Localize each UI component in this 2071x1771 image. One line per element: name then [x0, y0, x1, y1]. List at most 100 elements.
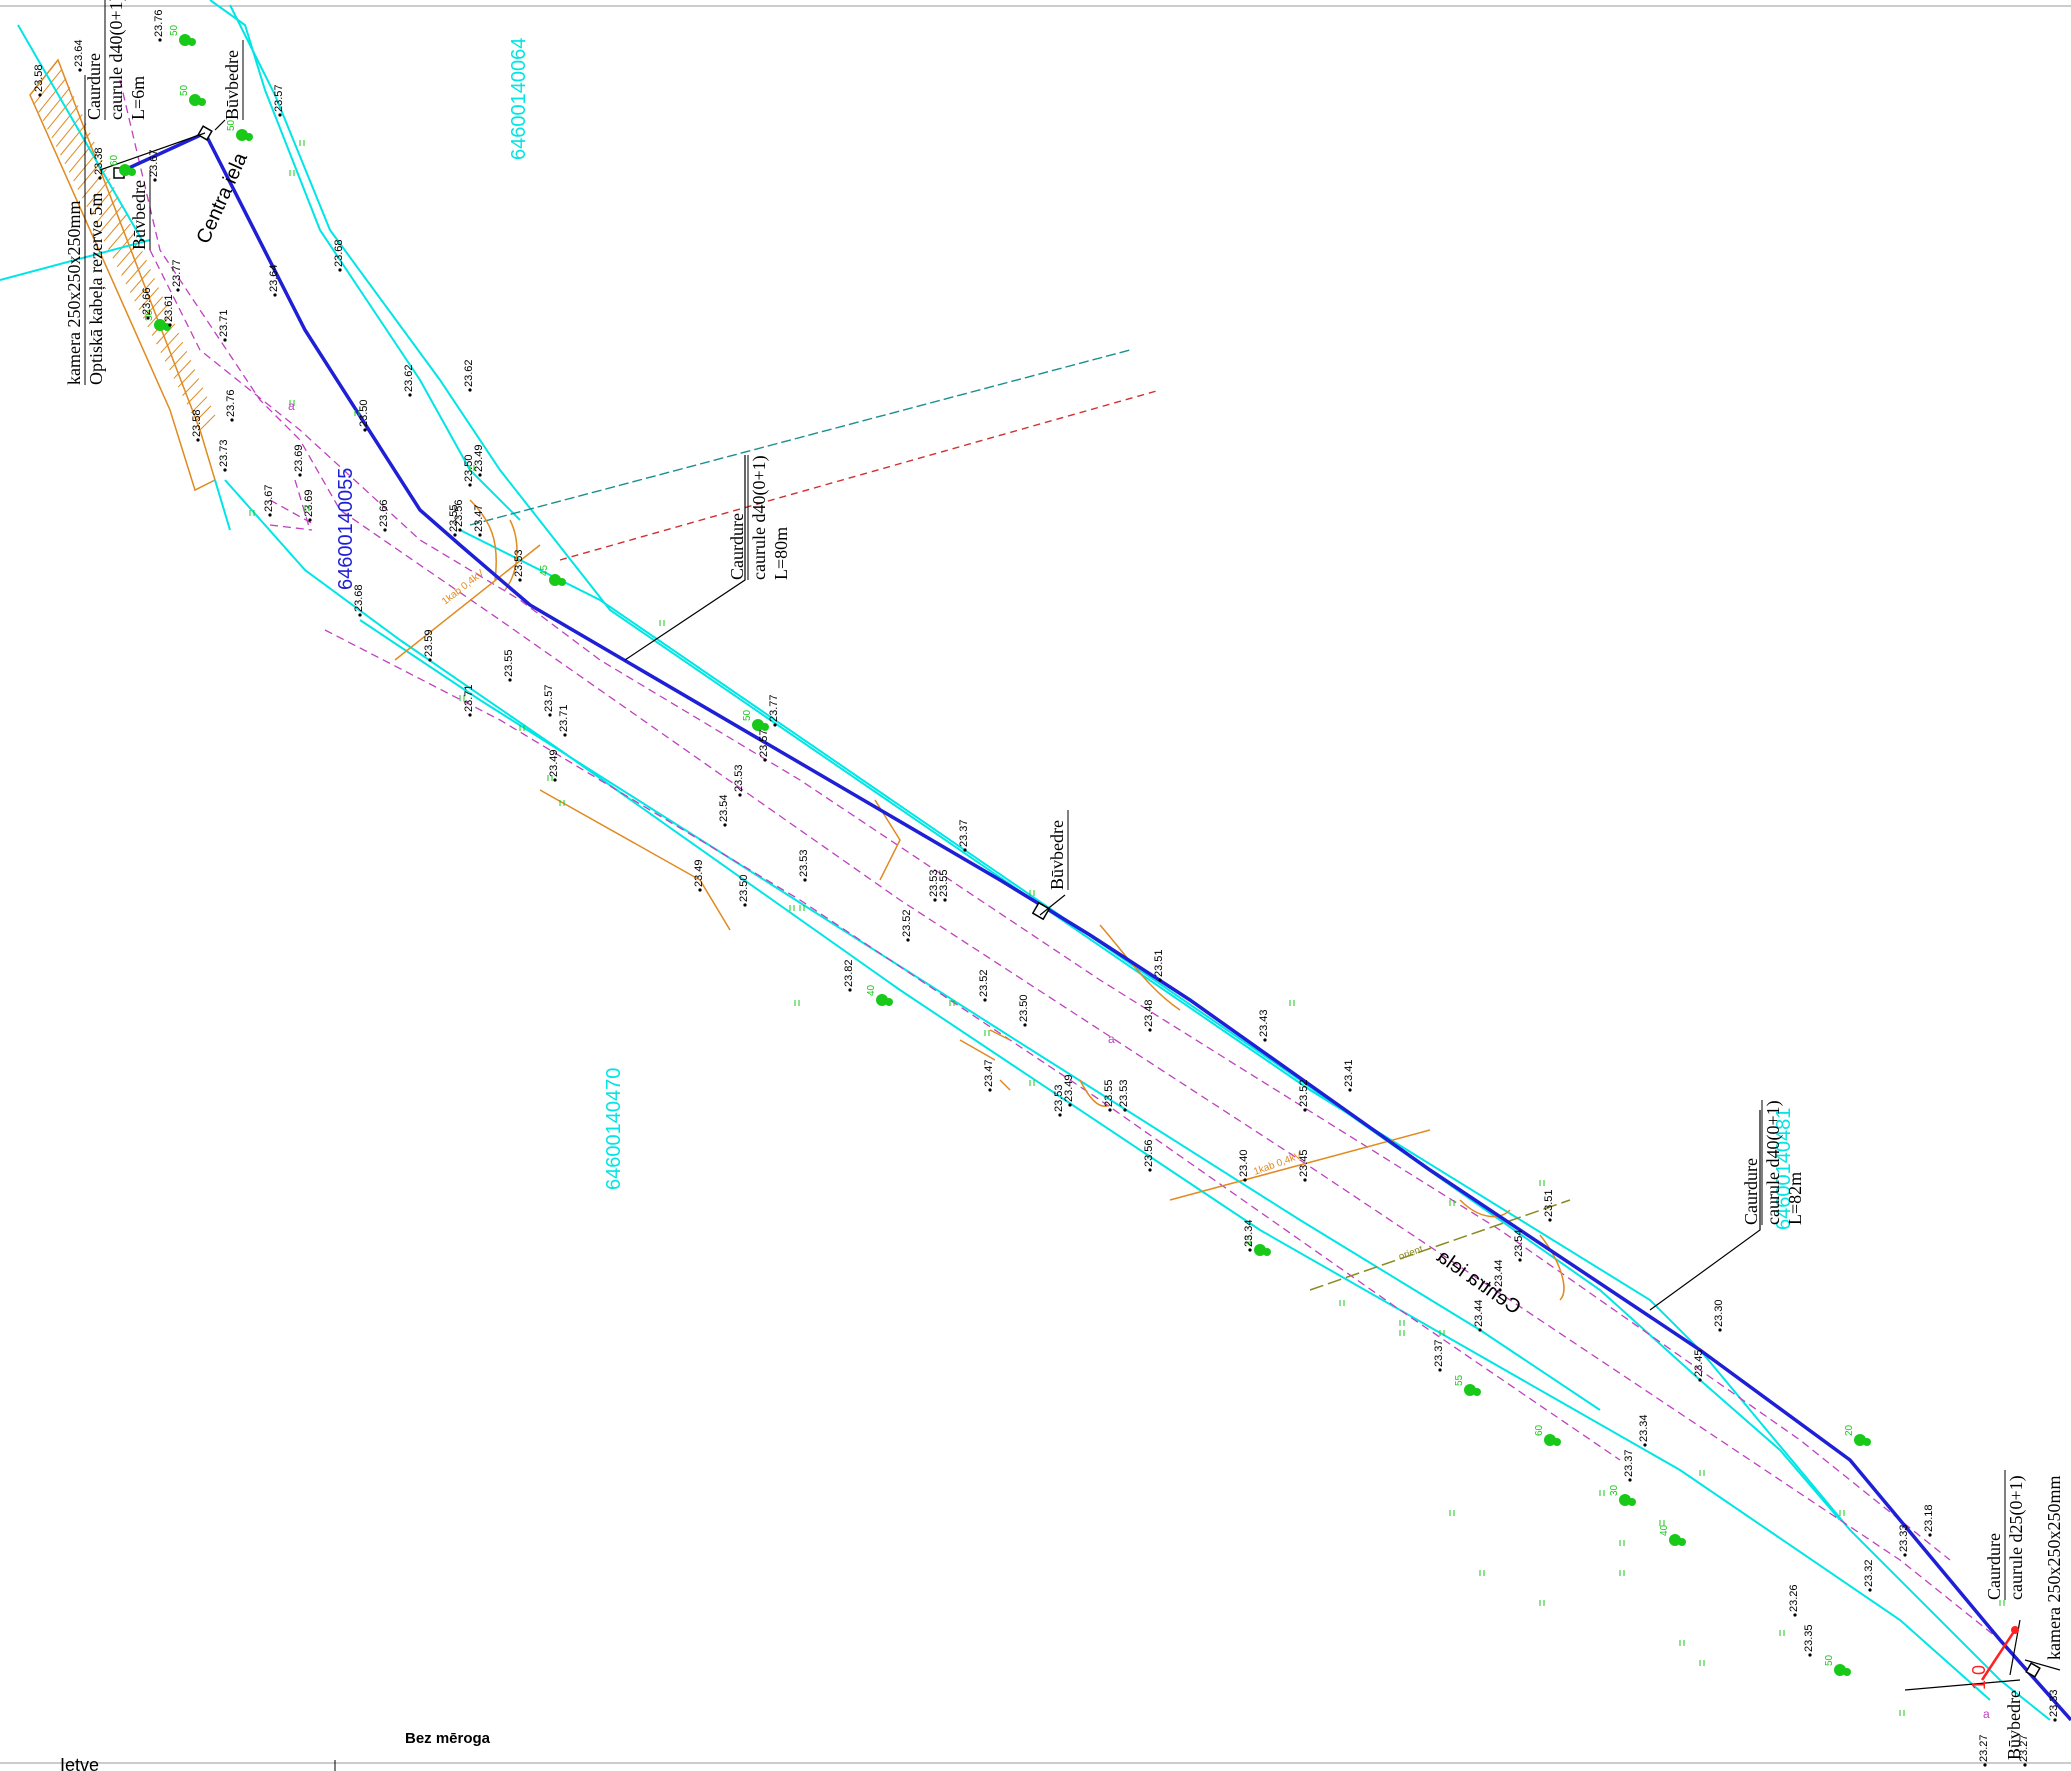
elevation-label: 23.57: [273, 84, 285, 112]
elevation-label: 23.55: [448, 504, 460, 532]
elevation-label: 23.34: [1638, 1414, 1650, 1442]
elevation-label: 23.76: [225, 389, 237, 417]
elevation-dot: [458, 528, 462, 532]
elevation-dot: [468, 713, 472, 717]
elevation-dot: [168, 323, 172, 327]
elevation-dot: [223, 338, 227, 342]
elevation-dot: [1303, 1178, 1307, 1182]
elevation-dot: [723, 823, 727, 827]
elevation-dot: [1793, 1613, 1797, 1617]
tree-icon: 55: [1454, 1374, 1481, 1396]
elevation-dot: [1628, 1478, 1632, 1482]
elevation-dot: [278, 113, 282, 117]
parcel-label-4: 64600140481: [1773, 1108, 1795, 1230]
elevation-dot: [1058, 1113, 1062, 1117]
station-label: 1.0: [1969, 1665, 1989, 1690]
elevation-dot: [1108, 1108, 1112, 1112]
elevation-dot: [1498, 1288, 1502, 1292]
tree-label: 30: [144, 309, 155, 321]
callout-line: Caurdure: [84, 53, 104, 120]
elevation-dot: [848, 988, 852, 992]
tree-icon: 60: [1534, 1424, 1561, 1446]
existing-cables: [394, 499, 1565, 1301]
elevation-dot: [478, 533, 482, 537]
elevation-label: 23.27: [1978, 1734, 1990, 1762]
elevation-label: 23.82: [843, 959, 855, 987]
tree-icon: 45: [1244, 1234, 1271, 1256]
elevation-label: 23.71: [558, 704, 570, 732]
elevation-label: 23.69: [303, 489, 315, 517]
elevation-label: 23.53: [798, 849, 810, 877]
elevation-label: 23.57: [758, 729, 770, 757]
elevation-label: 23.47: [473, 504, 485, 532]
elevation-label: 23.67: [148, 149, 160, 177]
tree-label: 45: [1244, 1234, 1255, 1246]
trench-markers: [113, 125, 2041, 1678]
elevation-label: 23.53: [733, 764, 745, 792]
tree-label: 50: [1824, 1654, 1835, 1666]
elevation-dot: [563, 733, 567, 737]
callout-buvbedre-3: Būvbedre: [1047, 810, 1069, 890]
station-marker: [1980, 1626, 2019, 1681]
elevation-points: 23.58 23.64 23.76 23.57 23.62 23.38 23.67 23.77…: [33, 9, 2060, 1767]
elevation-label: 23.53: [1053, 1084, 1065, 1112]
parcel-boundaries: [0, 0, 2051, 1721]
elevation-dot: [383, 528, 387, 532]
elevation-dot: [78, 68, 82, 72]
tree-icon: 60: [109, 154, 136, 176]
elevation-dot: [1023, 1023, 1027, 1027]
elevation-dot: [1348, 1088, 1352, 1092]
elevation-label: 23.58: [33, 64, 45, 92]
chamber-marker-bottom: [2025, 1662, 2041, 1678]
legend-label: Ietve: [60, 1755, 99, 1771]
elevation-dot: [1698, 1378, 1702, 1382]
callout-line: L=80m: [771, 527, 791, 580]
elevation-dot: [1148, 1028, 1152, 1032]
elevation-dot: [363, 428, 367, 432]
callout-line: L=6m: [128, 76, 148, 120]
elevation-dot: [763, 758, 767, 762]
comm-lines: [469, 349, 1161, 561]
elevation-label: 23.73: [218, 439, 230, 467]
tree-label: 55: [1454, 1374, 1465, 1386]
elevation-label: 23.44: [1473, 1299, 1485, 1327]
callout-line: Caurdure: [727, 513, 747, 580]
elevation-dot: [146, 316, 150, 320]
elevation-label: 23.55: [1103, 1079, 1115, 1107]
elevation-label: 23.52: [978, 969, 990, 997]
elevation-label: 23.59: [423, 629, 435, 657]
elevation-label: 23.50: [738, 874, 750, 902]
callout-line: kamera 250x250x250mm: [2044, 1476, 2064, 1660]
elevation-dot: [273, 293, 277, 297]
marker-label-a-2: a: [1108, 1032, 1115, 1046]
elevation-label: 23.30: [1713, 1299, 1725, 1327]
elevation-label: 23.49: [548, 749, 560, 777]
elevation-label: 23.58: [191, 409, 203, 437]
tree-label: 20: [1844, 1424, 1855, 1436]
elevation-label: 23.35: [1803, 1624, 1815, 1652]
marker-label-a-3: a: [1983, 1707, 1990, 1721]
tree-icon: 40: [1659, 1524, 1686, 1546]
elevation-label: 23.76: [153, 9, 165, 37]
elevation-label: 23.51: [1153, 949, 1165, 977]
elevation-dot: [2023, 1763, 2027, 1767]
parcel-label-1: 64600140064: [508, 38, 530, 160]
callout-line: caurule d25(0+1): [2006, 1475, 2027, 1600]
elevation-label: 23.49: [1063, 1074, 1075, 1102]
elevation-dot: [1983, 1763, 1987, 1767]
elevation-label: 23.26: [1788, 1584, 1800, 1612]
elevation-label: 23.49: [473, 444, 485, 472]
elevation-label: 23.68: [353, 584, 365, 612]
elevation-dot: [1478, 1328, 1482, 1332]
elevation-dot: [1518, 1258, 1522, 1262]
parcel-label-2: 64600140055: [335, 468, 357, 590]
elevation-dot: [553, 778, 557, 782]
elevation-label: 23.56: [1143, 1139, 1155, 1167]
elevation-label: 23.67: [263, 484, 275, 512]
elevation-dot: [988, 1088, 992, 1092]
tree-icon: 40: [866, 984, 893, 1006]
tree-label: 50: [169, 24, 180, 36]
elevation-label: 23.55: [503, 649, 515, 677]
callout-caurdure-80m: Caurdure caurule d40(0+1) L=80m: [727, 455, 791, 580]
